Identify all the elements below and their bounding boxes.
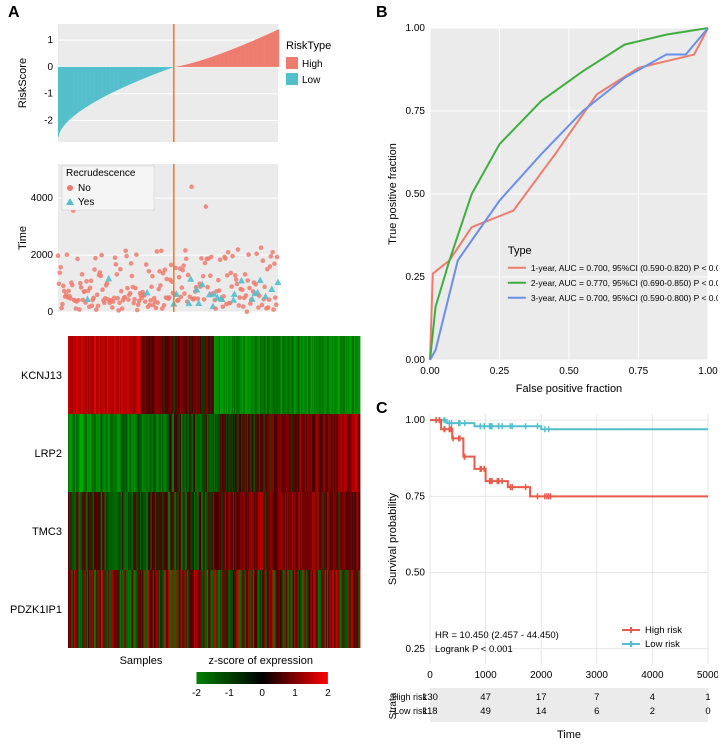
svg-text:Samples: Samples bbox=[120, 655, 163, 667]
svg-text:118: 118 bbox=[422, 706, 437, 717]
svg-text:0.50: 0.50 bbox=[406, 568, 426, 579]
svg-text:Low: Low bbox=[302, 75, 321, 86]
svg-text:2000: 2000 bbox=[530, 670, 553, 681]
svg-text:7: 7 bbox=[594, 692, 599, 703]
time-scatter-chart: 0 2000 4000 Time Recrudescence No Yes bbox=[10, 158, 370, 326]
svg-text:130: 130 bbox=[422, 692, 438, 703]
svg-text:0: 0 bbox=[705, 706, 710, 717]
svg-text:6: 6 bbox=[594, 706, 599, 717]
svg-text:0.25: 0.25 bbox=[406, 644, 426, 655]
svg-text:3-year, AUC = 0.700, 95%CI (0.: 3-year, AUC = 0.700, 95%CI (0.590-0.800)… bbox=[531, 293, 718, 303]
svg-text:14: 14 bbox=[536, 706, 547, 717]
svg-text:High: High bbox=[302, 59, 323, 70]
svg-text:RiskType: RiskType bbox=[286, 40, 331, 52]
svg-text:1.00: 1.00 bbox=[406, 415, 426, 426]
roc-chart: 0.000.00 0.25 0.25 0.50 0.50 0.75 0.75 1.00 1.00… bbox=[382, 18, 718, 398]
svg-text:47: 47 bbox=[480, 692, 491, 703]
svg-text:Time: Time bbox=[17, 226, 29, 250]
svg-text:0: 0 bbox=[259, 688, 265, 699]
svg-text:1: 1 bbox=[47, 35, 53, 46]
svg-text:z-score of expression: z-score of expression bbox=[208, 655, 313, 667]
svg-text:-1: -1 bbox=[44, 89, 53, 100]
svg-text:1.00: 1.00 bbox=[698, 366, 718, 377]
svg-text:Time: Time bbox=[557, 729, 581, 741]
svg-text:Survival probability: Survival probability bbox=[387, 492, 399, 585]
svg-text:1: 1 bbox=[705, 692, 710, 703]
svg-text:0.75: 0.75 bbox=[629, 366, 649, 377]
svg-text:4: 4 bbox=[650, 692, 655, 703]
figure-root: A B C -2-101RiskScoreRiskTypeHighLow 020… bbox=[0, 0, 722, 750]
svg-text:High risk: High risk bbox=[645, 625, 682, 636]
svg-text:4000: 4000 bbox=[31, 193, 54, 204]
svg-text:2: 2 bbox=[650, 706, 655, 717]
svg-text:0.25: 0.25 bbox=[406, 272, 426, 283]
svg-text:TMC3: TMC3 bbox=[32, 526, 62, 538]
svg-text:2000: 2000 bbox=[31, 250, 54, 261]
svg-text:4000: 4000 bbox=[641, 670, 664, 681]
svg-text:No: No bbox=[78, 183, 91, 194]
svg-text:0.00: 0.00 bbox=[420, 366, 440, 377]
km-chart: 0 1000 2000 3000 4000 5000 0.25 0.50 0.75 1.00 Sur… bbox=[382, 406, 718, 751]
svg-text:17: 17 bbox=[536, 692, 547, 703]
svg-text:2-year, AUC = 0.770, 95%CI (0.: 2-year, AUC = 0.770, 95%CI (0.690-0.850)… bbox=[531, 278, 718, 288]
svg-text:False positive fraction: False positive fraction bbox=[516, 383, 622, 395]
svg-text:KCNJ13: KCNJ13 bbox=[21, 370, 62, 382]
svg-text:PDZK1IP1: PDZK1IP1 bbox=[10, 604, 62, 616]
svg-text:0.75: 0.75 bbox=[406, 106, 426, 117]
svg-text:0: 0 bbox=[427, 670, 433, 681]
svg-text:1-year, AUC = 0.700, 95%CI (0.: 1-year, AUC = 0.700, 95%CI (0.590-0.820)… bbox=[531, 263, 718, 273]
svg-text:RiskScore: RiskScore bbox=[17, 58, 29, 108]
svg-text:True positive fraction: True positive fraction bbox=[387, 143, 399, 245]
svg-text:1.00: 1.00 bbox=[406, 23, 426, 34]
svg-text:0.25: 0.25 bbox=[490, 366, 510, 377]
svg-text:Type: Type bbox=[508, 245, 532, 257]
svg-text:0.75: 0.75 bbox=[406, 491, 426, 502]
svg-text:0.00: 0.00 bbox=[406, 355, 426, 366]
svg-text:-2: -2 bbox=[44, 116, 53, 127]
svg-text:Yes: Yes bbox=[78, 197, 94, 208]
svg-text:Low risk: Low risk bbox=[645, 639, 680, 650]
svg-text:-2: -2 bbox=[192, 688, 201, 699]
svg-text:0: 0 bbox=[47, 62, 53, 73]
svg-text:2: 2 bbox=[325, 688, 331, 699]
heatmap-chart: KCNJ13 LRP2 TMC3 PDZK1IP1 Samples z-score of … bbox=[10, 330, 370, 750]
svg-text:0.50: 0.50 bbox=[406, 189, 426, 200]
svg-text:3000: 3000 bbox=[586, 670, 609, 681]
svg-text:0.50: 0.50 bbox=[559, 366, 579, 377]
svg-text:49: 49 bbox=[480, 706, 491, 717]
svg-text:5000: 5000 bbox=[697, 670, 718, 681]
svg-text:1: 1 bbox=[292, 688, 298, 699]
svg-text:HR = 10.450 (2.457 - 44.450): HR = 10.450 (2.457 - 44.450) bbox=[435, 630, 559, 641]
svg-text:Logrank P < 0.001: Logrank P < 0.001 bbox=[435, 644, 513, 655]
svg-text:LRP2: LRP2 bbox=[34, 448, 62, 460]
svg-text:0: 0 bbox=[47, 307, 53, 318]
svg-text:Recrudescence: Recrudescence bbox=[66, 168, 136, 179]
svg-text:1000: 1000 bbox=[474, 670, 497, 681]
svg-text:-1: -1 bbox=[225, 688, 234, 699]
risk-score-chart: -2 -1 0 1 RiskScore RiskType High Low bbox=[10, 18, 370, 156]
